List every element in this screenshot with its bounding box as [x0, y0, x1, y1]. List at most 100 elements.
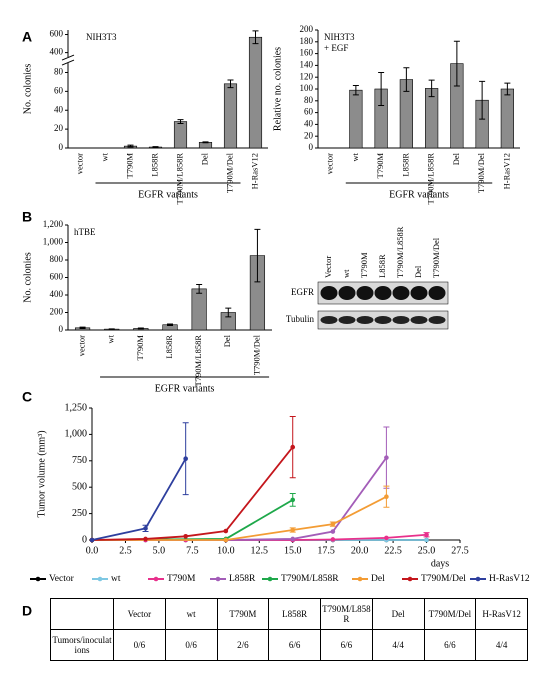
blot-band — [338, 316, 356, 324]
y-tick-label: 60 — [304, 107, 314, 117]
error-bar — [108, 328, 115, 330]
chart-title: hTBE — [74, 227, 96, 237]
y-tick-label: 750 — [72, 455, 87, 466]
x-tick-label: 10.0 — [217, 545, 235, 556]
table-cell: 6/6 — [268, 629, 321, 661]
error-bar — [137, 327, 144, 330]
header-cell: wt — [164, 598, 218, 630]
x-tick-label: wt — [350, 152, 360, 161]
blot-band — [392, 286, 410, 300]
blot-band — [428, 316, 446, 324]
error-bar — [177, 119, 184, 124]
table-cell: 0/6 — [113, 629, 166, 661]
blot-band — [374, 316, 392, 324]
blot-column-label: L858R — [377, 254, 387, 278]
x-tick-label: vector — [325, 153, 335, 174]
header-cell: L858R — [268, 598, 321, 630]
x-tick-label: 5.0 — [153, 545, 166, 556]
legend-label: Vector — [49, 574, 75, 584]
marker — [330, 529, 336, 534]
x-tick-label: 22.5 — [384, 545, 402, 556]
error-bar — [225, 307, 232, 318]
header-cell: H-RasV12 — [475, 598, 528, 630]
blot-band — [392, 316, 410, 324]
marker — [223, 537, 229, 543]
error-bar — [196, 284, 203, 294]
table-header: Vector wt T790M L858R T790M/L858R Del T790M/De… — [50, 598, 528, 630]
axis-break-mark — [61, 54, 75, 66]
marker — [330, 537, 336, 542]
legend-marker — [267, 576, 273, 582]
y-tick-label: 140 — [300, 59, 314, 69]
table-cell: Tumors/inoculations — [50, 629, 114, 661]
chart-title: NIH3T3 — [86, 32, 117, 42]
marker — [424, 537, 429, 543]
blot-band — [356, 316, 374, 324]
x-tick-label: vector — [77, 335, 87, 356]
x-tick-label: T790M/L858R — [193, 335, 203, 387]
error-bar — [79, 326, 86, 330]
y-tick-label: 600 — [50, 272, 64, 282]
y-tick-label: 180 — [300, 36, 314, 46]
error-bar — [428, 79, 435, 98]
legend-marker — [475, 576, 481, 582]
bar — [173, 121, 188, 149]
y-tick-label: 40 — [304, 118, 314, 128]
marker — [89, 537, 95, 543]
blot-band — [428, 286, 446, 300]
y-tick-label: 80 — [304, 95, 314, 105]
marker — [384, 455, 389, 460]
table-cell: 6/6 — [423, 629, 477, 661]
table-cell: 2/6 — [216, 629, 270, 661]
bar — [349, 89, 363, 149]
y-tick-label: 400 — [50, 47, 64, 57]
marker — [143, 526, 148, 531]
x-tick-label: vector — [74, 153, 84, 174]
bar — [191, 288, 207, 331]
error-bar — [152, 146, 159, 149]
legend-marker — [97, 576, 103, 582]
panel-label: B — [22, 209, 32, 225]
error-bar — [254, 228, 261, 283]
error-bar — [352, 84, 359, 96]
marker — [424, 532, 429, 538]
y-tick-label: 20 — [54, 123, 64, 133]
y-axis-label: No. colonies — [22, 64, 33, 115]
marker — [330, 521, 336, 527]
legend-label: T790M/Del — [421, 574, 466, 584]
y-axis-label: Relative no. colonies — [272, 47, 283, 131]
blot-column-label: Vector — [323, 256, 333, 278]
error-bar — [227, 79, 234, 89]
error-bar — [504, 82, 511, 96]
marker — [290, 536, 296, 542]
y-tick-label: 200 — [50, 307, 64, 317]
legend-marker — [215, 576, 221, 582]
y-tick-label: 1,000 — [43, 237, 64, 247]
blot-row-label: Tubulin — [286, 314, 315, 324]
y-tick-label: 800 — [50, 254, 64, 264]
error-bar — [403, 67, 410, 92]
x-tick-label: 15.0 — [284, 545, 302, 556]
x-tick-label: 0.0 — [86, 545, 99, 556]
x-tick-label: L858R — [164, 335, 174, 359]
x-tick-label: 20.0 — [351, 545, 369, 556]
table-row: Tumors/inoculations 0/6 0/6 2/6 6/6 6/6 4/4 6/6… — [50, 629, 528, 661]
y-tick-label: 0 — [59, 324, 64, 334]
x-tick-label: T790M — [375, 153, 385, 179]
y-axis-label: No. colonies — [22, 252, 33, 303]
x-tick-label: 27.5 — [451, 545, 469, 556]
error-bar — [202, 141, 209, 144]
group-label: EGFR variants — [389, 189, 449, 200]
error-bar — [167, 323, 173, 326]
y-tick-label: 60 — [54, 85, 64, 95]
y-tick-label: 160 — [300, 48, 314, 58]
y-tick-label: 1,000 — [65, 429, 88, 440]
marker — [290, 497, 296, 503]
error-bar — [479, 80, 486, 120]
x-tick-label: Del — [222, 334, 232, 347]
bar — [223, 83, 238, 149]
bar — [500, 88, 514, 149]
y-tick-label: 600 — [50, 29, 64, 39]
x-tick-label: T790M/Del — [476, 152, 486, 193]
